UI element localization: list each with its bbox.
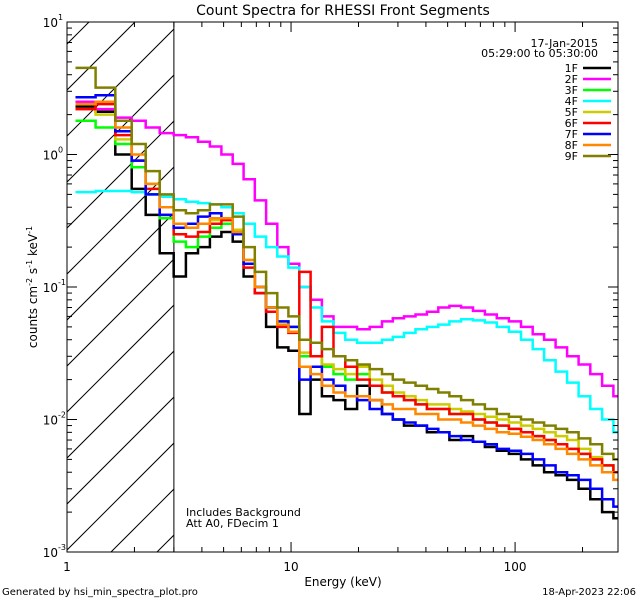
- hatch-line: [67, 442, 174, 551]
- legend-label-7f: 7F: [565, 128, 578, 141]
- legend-label-9f: 9F: [565, 150, 578, 163]
- footer-generated-by: Generated by hsi_min_spectra_plot.pro: [2, 587, 198, 598]
- series-group: [75, 66, 618, 520]
- hatch-line: [67, 212, 174, 321]
- x-axis-label: Energy (keV): [304, 575, 381, 589]
- legend-label-6f: 6F: [565, 117, 578, 130]
- annotation-background: Includes Background: [186, 506, 301, 519]
- y-tick-exponent: -3: [58, 543, 66, 552]
- series-line-3f: [75, 119, 618, 474]
- hatch-line: [525, 0, 640, 552]
- footer-timestamp: 18-Apr-2023 22:06: [542, 587, 636, 598]
- hatch-line: [110, 488, 174, 552]
- hatch-line: [67, 396, 174, 505]
- hatch-line: [295, 0, 640, 552]
- x-tick-label-100: 100: [504, 560, 527, 574]
- y-tick-base: 10: [43, 281, 58, 295]
- y-tick-label-1e-2: 10 -2: [43, 411, 66, 428]
- legend-label-8f: 8F: [565, 139, 578, 152]
- hatch-line: [571, 0, 640, 552]
- y-tick-label-1e-3: 10 -3: [43, 543, 66, 560]
- series-line-7f: [75, 94, 618, 508]
- hatch-line: [249, 0, 640, 552]
- hatch-line: [67, 350, 174, 459]
- hatch-line: [67, 120, 174, 229]
- series-line-9f: [75, 66, 618, 461]
- y-tick-base: 10: [43, 16, 58, 30]
- x-tick-label-10: 10: [283, 560, 298, 574]
- chart-title: Count Spectra for RHESSI Front Segments: [196, 3, 490, 19]
- series-line-8f: [75, 100, 618, 482]
- series-line-2f: [75, 100, 618, 398]
- hatch-line: [341, 0, 640, 552]
- hatch-line: [67, 22, 136, 91]
- hatch-line: [67, 166, 174, 275]
- legend-label-5f: 5F: [565, 106, 578, 119]
- hatch-line: [617, 0, 640, 552]
- legend-label-4f: 4F: [565, 95, 578, 108]
- series-line-1f: [75, 105, 618, 520]
- y-tick-exponent: -2: [58, 411, 66, 420]
- hatch-line: [67, 258, 174, 367]
- y-tick-exponent: 1: [58, 13, 63, 22]
- background-hatch-region: [67, 0, 640, 552]
- y-tick-exponent: -1: [58, 278, 66, 287]
- observation-date: 17-Jan-2015: [531, 37, 599, 50]
- legend-label-3f: 3F: [565, 84, 578, 97]
- hatch-line: [67, 22, 90, 45]
- hatch-line: [67, 28, 174, 137]
- hatch-line: [433, 0, 640, 552]
- y-tick-exponent: 0: [58, 146, 63, 155]
- y-tick-label-1e-1: 10 -1: [43, 278, 66, 295]
- hatch-line: [479, 0, 640, 552]
- y-tick-base: 10: [43, 414, 58, 428]
- y-tick-label-1e0: 10 0: [43, 146, 63, 163]
- legend-label-2f: 2F: [565, 73, 578, 86]
- legend-label-1f: 1F: [565, 62, 578, 75]
- hatch-line: [67, 304, 174, 413]
- x-tick-label-1: 1: [63, 560, 71, 574]
- series-line-4f: [75, 189, 618, 434]
- series-line-6f: [75, 102, 618, 474]
- y-tick-base: 10: [43, 546, 58, 560]
- y-tick-base: 10: [43, 149, 58, 163]
- series-line-5f: [75, 107, 618, 474]
- plot-frame: [66, 21, 619, 553]
- observation-time-range: 05:29:00 to 05:30:00: [481, 47, 598, 60]
- annotation-attenuator: Att A0, FDecim 1: [186, 517, 279, 530]
- y-tick-label-1e1: 10 1: [43, 13, 63, 30]
- axis-ticks: [66, 22, 618, 553]
- y-axis-label: counts cm-2 s-1 keV-1: [25, 226, 40, 348]
